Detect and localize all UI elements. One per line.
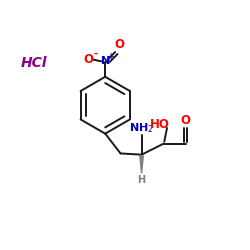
- Text: NH$_2$: NH$_2$: [129, 122, 154, 135]
- Text: O: O: [180, 114, 190, 127]
- Text: O: O: [84, 53, 94, 66]
- Text: +: +: [108, 52, 114, 61]
- Text: HO: HO: [150, 118, 170, 132]
- Text: H: H: [138, 175, 146, 185]
- Polygon shape: [140, 156, 143, 173]
- Text: -: -: [94, 49, 98, 59]
- Text: O: O: [114, 38, 124, 51]
- Text: HCl: HCl: [20, 56, 47, 70]
- Text: N: N: [101, 56, 110, 66]
